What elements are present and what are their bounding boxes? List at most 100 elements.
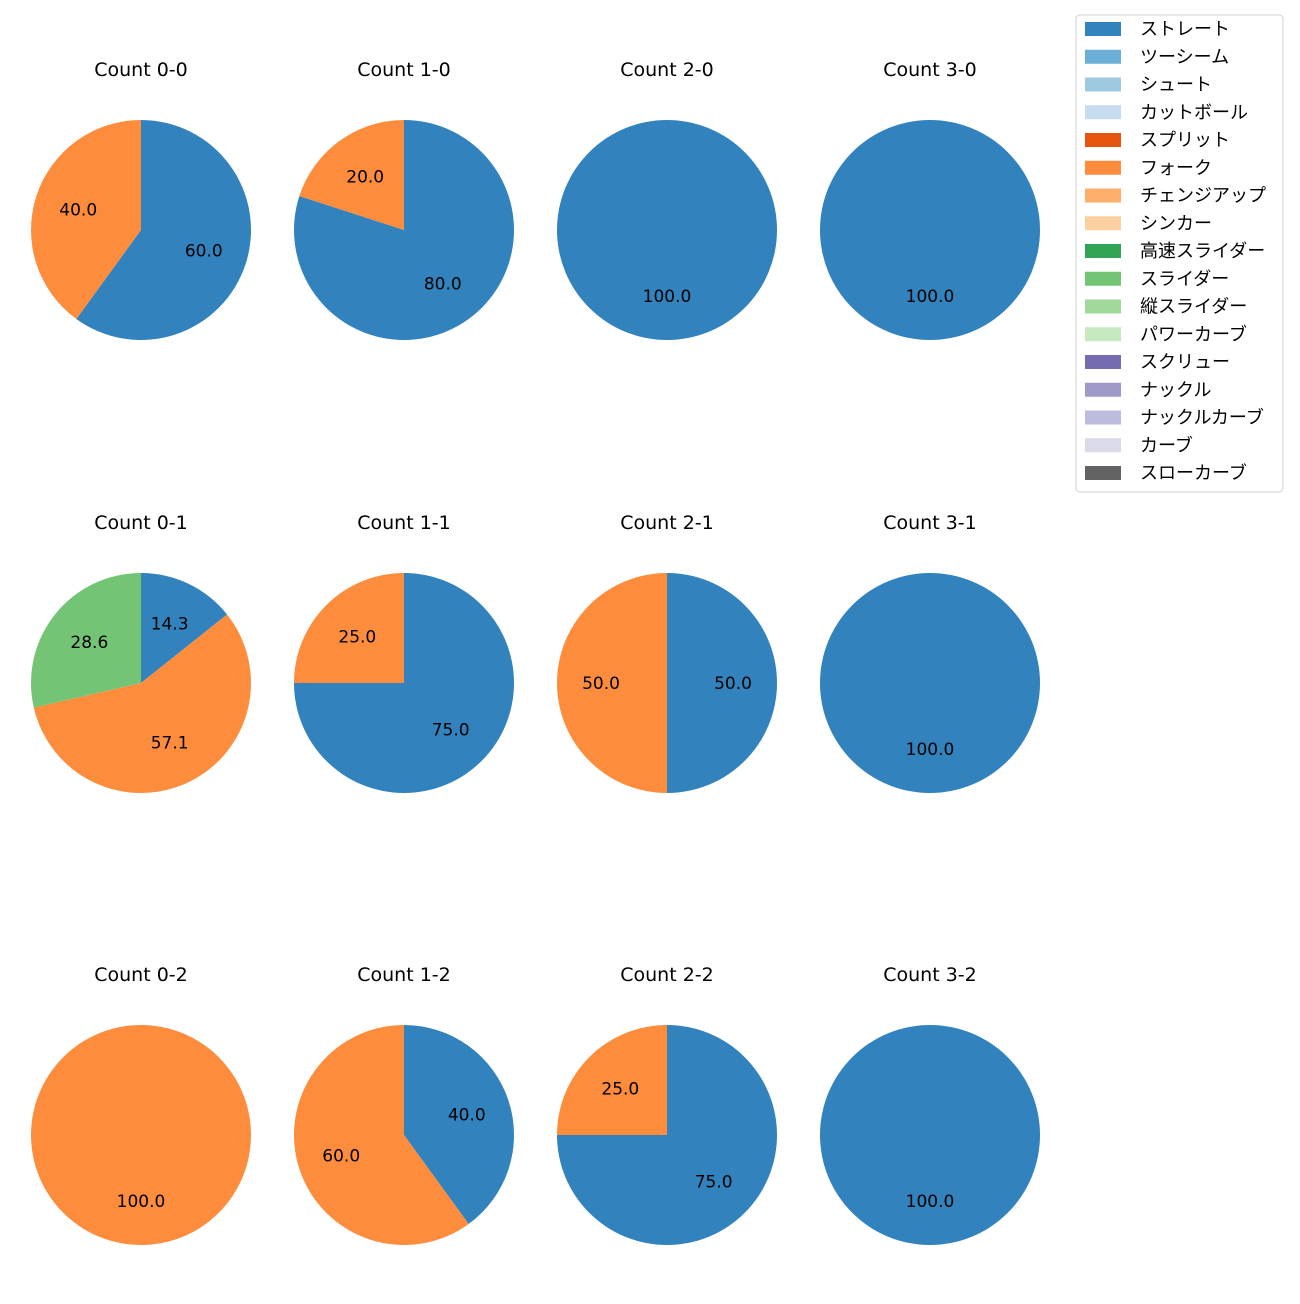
slice-label: 100.0: [643, 287, 692, 307]
legend-item: ストレート: [1085, 19, 1230, 40]
legend-item: ツーシーム: [1085, 47, 1229, 68]
legend-item: チェンジアップ: [1085, 186, 1266, 207]
legend-item: シュート: [1085, 75, 1212, 96]
legend-swatch: [1085, 216, 1121, 231]
legend-item: スライダー: [1085, 269, 1229, 290]
legend-swatch: [1085, 382, 1121, 397]
pie-8: Count 3-1 100.0: [820, 512, 1040, 793]
slice-label: 75.0: [695, 1173, 733, 1193]
legend-swatch: [1085, 133, 1121, 147]
pie-slice: [557, 573, 667, 793]
pie-title: Count 1-1: [357, 512, 451, 534]
pie-slice: [404, 1025, 515, 1224]
legend-item: パワーカーブ: [1085, 323, 1247, 345]
pie-title: Count 1-2: [357, 964, 451, 986]
slice-label: 60.0: [185, 241, 223, 261]
slice-label: 50.0: [714, 674, 752, 694]
pie-slice: [30, 120, 141, 319]
slice-label: 100.0: [906, 287, 955, 307]
pie-4: Count 3-0 100.0: [820, 59, 1040, 340]
legend-label: スクリュー: [1140, 352, 1230, 373]
pie-slice: [557, 1025, 667, 1135]
legend-swatch: [1085, 77, 1121, 92]
slice-label: 57.1: [151, 733, 189, 753]
legend-item: 縦スライダー: [1085, 297, 1247, 318]
legend-item: スクリュー: [1085, 352, 1230, 373]
pie-slice: [557, 120, 777, 340]
legend-swatch: [1085, 327, 1121, 342]
pie-title: Count 1-0: [357, 59, 451, 81]
pie-title: Count 0-0: [94, 59, 188, 81]
slice-label: 25.0: [601, 1079, 639, 1099]
slice-label: 25.0: [338, 627, 376, 647]
legend-swatch: [1085, 299, 1121, 314]
pie-slice: [294, 1025, 469, 1246]
pie-2: Count 1-0 80.0 20.0: [293, 59, 514, 340]
legend-label: 縦スライダー: [1140, 297, 1247, 318]
pie-title: Count 2-1: [620, 512, 714, 534]
pie-1: Count 0-0 60.0 40.0: [30, 59, 251, 340]
legend-label: ナックル: [1140, 380, 1211, 401]
pie-7: Count 2-1 50.0 50.0: [557, 512, 777, 793]
pie-title: Count 2-0: [620, 59, 714, 81]
legend-label: ツーシーム: [1140, 47, 1229, 68]
pie-11: Count 2-2 75.0 25.0: [557, 964, 777, 1245]
legend-label: シンカー: [1140, 213, 1212, 234]
pie-title: Count 0-2: [94, 964, 188, 986]
legend-swatch: [1085, 466, 1121, 480]
legend-label: パワーカーブ: [1140, 323, 1247, 345]
legend-swatch: [1085, 160, 1121, 175]
legend-label: ストレート: [1140, 19, 1230, 40]
legend-label: スライダー: [1140, 269, 1229, 290]
legend-swatch: [1085, 49, 1121, 64]
pie-10: Count 1-2 40.0 60.0: [294, 964, 515, 1246]
legend-item: ナックル: [1085, 380, 1211, 401]
slice-label: 100.0: [906, 1192, 955, 1212]
slice-label: 50.0: [582, 674, 620, 694]
pie-slice: [76, 120, 251, 340]
legend-label: フォーク: [1140, 158, 1212, 179]
pie-slice: [141, 573, 228, 683]
legend-label: カットボール: [1140, 102, 1248, 123]
legend-swatch: [1085, 244, 1121, 258]
slice-label: 20.0: [346, 168, 384, 188]
legend: ストレートツーシームシュートカットボールスプリットフォークチェンジアップシンカー…: [1075, 14, 1284, 493]
slice-label: 100.0: [906, 740, 955, 760]
pie-slice: [667, 573, 777, 793]
slice-label: 40.0: [448, 1106, 486, 1126]
legend-label: シュート: [1140, 75, 1212, 96]
legend-swatch: [1085, 438, 1121, 453]
legend-item: フォーク: [1085, 158, 1212, 179]
pie-slice: [820, 573, 1040, 793]
legend-frame: [1075, 14, 1284, 493]
pie-title: Count 3-0: [883, 59, 977, 81]
slice-label: 14.3: [151, 615, 189, 635]
legend-swatch: [1085, 410, 1121, 425]
legend-label: カーブ: [1140, 434, 1193, 456]
legend-label: チェンジアップ: [1140, 186, 1266, 207]
pie-6: Count 1-1 75.0 25.0: [294, 512, 514, 793]
slice-label: 28.6: [70, 633, 108, 653]
slice-label: 75.0: [432, 721, 470, 741]
pie-5: Count 0-1 14.3 57.1 28.6: [30, 512, 251, 793]
pie-12: Count 3-2 100.0: [820, 964, 1040, 1245]
legend-item: ナックルカーブ: [1085, 407, 1264, 429]
legend-label: 高速スライダー: [1140, 241, 1265, 262]
legend-item: シンカー: [1085, 213, 1212, 234]
legend-item: カーブ: [1085, 434, 1193, 456]
pie-slice: [31, 1025, 251, 1245]
legend-item: 高速スライダー: [1085, 241, 1265, 262]
legend-swatch: [1085, 105, 1121, 120]
legend-label: スローカーブ: [1140, 462, 1247, 484]
pie-title: Count 0-1: [94, 512, 188, 534]
legend-label: ナックルカーブ: [1140, 407, 1264, 429]
pie-title: Count 3-1: [883, 512, 977, 534]
slice-label: 100.0: [117, 1192, 166, 1212]
pie-3: Count 2-0 100.0: [557, 59, 777, 340]
pie-slice: [820, 120, 1040, 340]
pie-title: Count 2-2: [620, 964, 714, 986]
legend-item: スプリット: [1085, 130, 1230, 151]
